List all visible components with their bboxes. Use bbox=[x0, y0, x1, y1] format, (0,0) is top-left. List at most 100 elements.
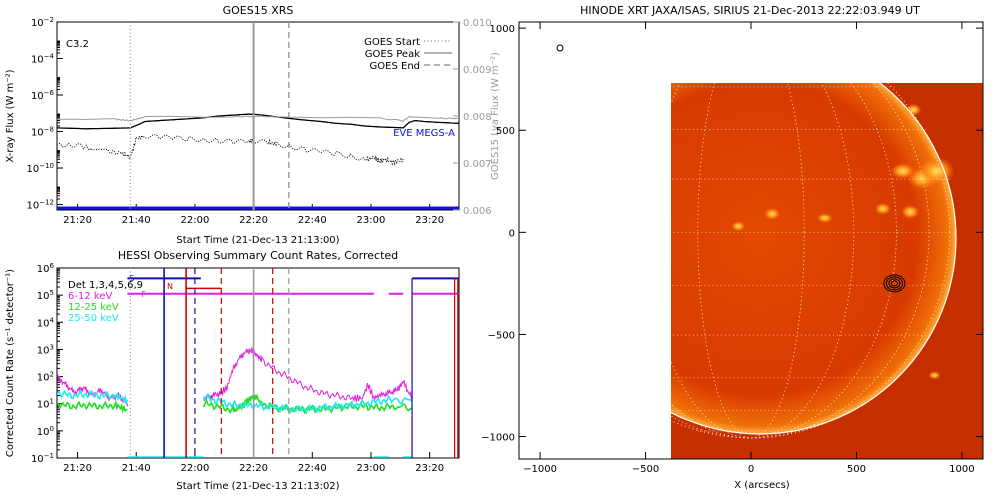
hinode-xrt-panel: HINODE XRT JAXA/ISAS, SIRIUS 21-Dec-2013… bbox=[481, 4, 984, 491]
x-tick-label: 23:00 bbox=[357, 463, 386, 474]
y-tick-label: 10−1 bbox=[31, 452, 54, 465]
y-tick-label: 106 bbox=[37, 262, 55, 275]
x-tick-label: 21:40 bbox=[122, 463, 151, 474]
hessi-plot-frame bbox=[56, 267, 460, 459]
hessi-title: HESSI Observing Summary Count Rates, Cor… bbox=[118, 249, 398, 262]
y-tick-label: 500 bbox=[496, 126, 515, 137]
x-tick-label: 23:00 bbox=[357, 215, 386, 226]
x-tick-label: 22:40 bbox=[298, 215, 327, 226]
flag-label: F bbox=[141, 290, 146, 299]
y-right-tick-label: 0.010 bbox=[463, 18, 492, 29]
hinode-x-label: X (arcsecs) bbox=[734, 480, 790, 491]
hessi-x-label: Start Time (21-Dec-13 21:13:02) bbox=[176, 481, 339, 492]
x-tick-label: 0 bbox=[748, 464, 754, 475]
x-tick-label: 22:00 bbox=[180, 463, 209, 474]
y-right-tick-label: 0.006 bbox=[463, 206, 492, 217]
bright-region bbox=[731, 221, 746, 232]
hessi-y-axis: 10−1 100 101 102 103 104 105 106 bbox=[31, 262, 63, 465]
x-tick-label: 21:40 bbox=[122, 215, 151, 226]
y-tick-label: 1000 bbox=[490, 24, 515, 35]
grid-longitude bbox=[671, 83, 897, 439]
series-line-2 bbox=[57, 115, 459, 122]
y-tick-label: 101 bbox=[37, 398, 54, 411]
x-tick-label: 21:20 bbox=[63, 463, 92, 474]
legend-label: 12-25 keV bbox=[68, 302, 119, 313]
x-tick-label: 500 bbox=[847, 464, 866, 475]
y-tick-label: 104 bbox=[37, 316, 55, 329]
legend-label: GOES End bbox=[370, 61, 420, 72]
x-tick-label: 22:00 bbox=[180, 215, 209, 226]
y-tick-label: 10−4 bbox=[31, 53, 55, 66]
bright-regions bbox=[731, 103, 955, 380]
legend-label: GOES Start bbox=[364, 37, 420, 48]
x-tick-label: 21:20 bbox=[63, 215, 92, 226]
contour bbox=[888, 278, 901, 289]
xrt-image bbox=[671, 83, 983, 459]
solar-disk bbox=[671, 83, 956, 434]
x-tick-label: 23:20 bbox=[415, 463, 444, 474]
grid-longitude bbox=[697, 83, 805, 439]
y-tick-label: 10−8 bbox=[31, 126, 54, 139]
y-tick-label: −500 bbox=[488, 330, 515, 341]
hessi-flag-labels: S N F bbox=[129, 274, 173, 299]
goes-event-lines bbox=[129, 22, 290, 210]
limb-circle bbox=[671, 83, 957, 435]
x-tick-label: 23:20 bbox=[415, 215, 444, 226]
goes-x-label: Start Time (21-Dec-13 21:13:00) bbox=[176, 235, 339, 246]
contour bbox=[883, 274, 906, 293]
bright-region bbox=[901, 204, 920, 219]
goes-y-label-right: GOES15 Lya Flux (W m⁻²) bbox=[490, 52, 501, 180]
hinode-title: HINODE XRT JAXA/ISAS, SIRIUS 21-Dec-2013… bbox=[580, 4, 920, 17]
hessi-y-label: Corrected Count Rate (s⁻¹ detector⁻¹) bbox=[5, 269, 16, 457]
goes-y-axis-right: 0.006 0.007 0.008 0.009 0.010 bbox=[453, 18, 492, 217]
x-tick-label: −1000 bbox=[523, 464, 557, 475]
goes-xrs-panel: GOES15 XRS 10−12 10−10 10−8 10−6 10−4 10−2 0.… bbox=[5, 4, 501, 246]
series-line-1 bbox=[57, 133, 404, 166]
flare-class-label: C3.2 bbox=[66, 39, 89, 50]
legend-label: Det 1,3,4,5,6,9 bbox=[68, 280, 143, 291]
goes-x-axis: 21:20 21:40 22:00 22:20 22:40 23:00 23:20 bbox=[63, 204, 444, 226]
legend-label: 6-12 keV bbox=[68, 291, 112, 302]
y-tick-label: 0 bbox=[509, 228, 515, 239]
hinode-axes: −1000 −500 0 500 1000 −1000 −500 0 500 1000 bbox=[481, 22, 983, 475]
y-right-tick-label: 0.008 bbox=[463, 112, 492, 123]
x-tick-label: 1000 bbox=[949, 464, 974, 475]
y-tick-label: 100 bbox=[37, 425, 54, 438]
x-tick-label: −500 bbox=[632, 464, 659, 475]
y-tick-label: 10−2 bbox=[31, 16, 54, 29]
reference-circle-icon bbox=[556, 44, 564, 52]
series-line-0 bbox=[57, 113, 459, 130]
hessi-panel: HESSI Observing Summary Count Rates, Cor… bbox=[5, 249, 460, 492]
x-tick-label: 22:40 bbox=[298, 463, 327, 474]
y-tick-label: 10−10 bbox=[26, 162, 54, 175]
goes-y-label: X-ray Flux (W m⁻²) bbox=[5, 69, 16, 162]
contour bbox=[890, 280, 898, 287]
x-tick-label: 22:20 bbox=[239, 215, 268, 226]
bright-region bbox=[874, 202, 891, 215]
goes-title: GOES15 XRS bbox=[223, 4, 294, 17]
bright-region bbox=[905, 103, 922, 116]
hessi-series-layer bbox=[57, 268, 459, 458]
series-line-2 bbox=[57, 389, 413, 415]
hessi-contours bbox=[883, 274, 906, 293]
heliographic-grid bbox=[671, 83, 957, 439]
bright-region bbox=[764, 207, 781, 220]
bright-region bbox=[816, 213, 833, 224]
contour bbox=[885, 276, 903, 291]
flag-label: S bbox=[129, 274, 134, 283]
y-tick-label: 10−12 bbox=[26, 199, 54, 212]
x-tick-label: 22:20 bbox=[239, 463, 268, 474]
goes-y-axis: 10−12 10−10 10−8 10−6 10−4 10−2 bbox=[26, 16, 63, 212]
grid-longitude bbox=[671, 83, 930, 439]
bright-region bbox=[928, 371, 941, 380]
y-right-tick-label: 0.007 bbox=[463, 159, 492, 170]
grid-longitude bbox=[671, 83, 855, 439]
legend-label: 25-50 keV bbox=[68, 313, 119, 324]
flag-label: N bbox=[167, 282, 173, 291]
y-tick-label: 10−6 bbox=[31, 89, 55, 102]
y-tick-label: 102 bbox=[37, 371, 54, 384]
bright-region bbox=[918, 157, 955, 186]
